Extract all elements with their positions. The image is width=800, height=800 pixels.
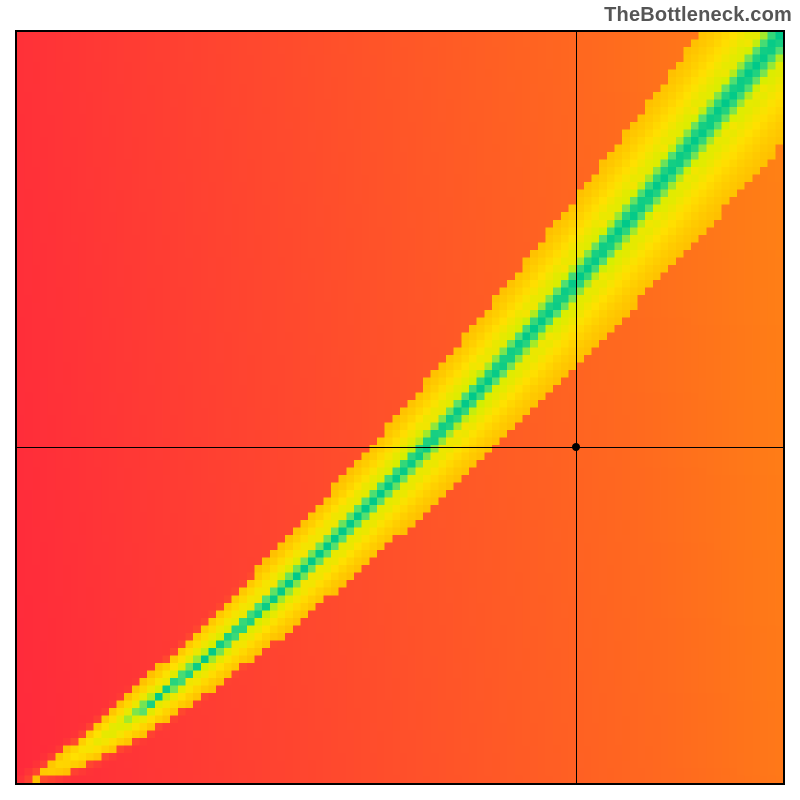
crosshair-horizontal bbox=[17, 447, 783, 448]
crosshair-vertical bbox=[576, 32, 577, 783]
chart-container: TheBottleneck.com bbox=[0, 0, 800, 800]
bottleneck-heatmap bbox=[17, 32, 783, 783]
marker-dot bbox=[572, 443, 580, 451]
plot-frame bbox=[15, 30, 785, 785]
watermark-text: TheBottleneck.com bbox=[604, 4, 792, 27]
